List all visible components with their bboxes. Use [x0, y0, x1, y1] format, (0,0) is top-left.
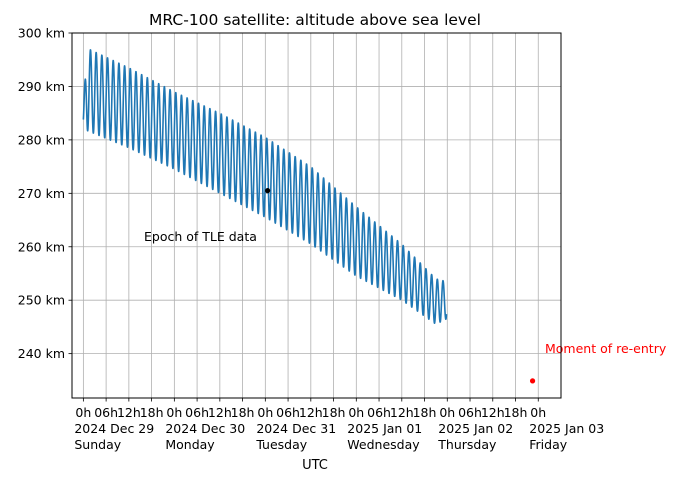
- x-tick-label: 0h: [257, 405, 273, 420]
- x-tick-label: 12h: [481, 405, 505, 420]
- x-tick-label: Friday: [529, 437, 567, 452]
- x-tick-label: Tuesday: [255, 437, 307, 452]
- epoch-point: [265, 188, 271, 194]
- x-tick-label: 2024 Dec 31: [256, 421, 336, 436]
- x-tick-label: 18h: [322, 405, 346, 420]
- x-tick-label: 12h: [117, 405, 141, 420]
- y-tick-label: 260 km: [18, 239, 65, 254]
- x-tick-label: 12h: [208, 405, 232, 420]
- x-tick-label: 06h: [185, 405, 209, 420]
- x-tick-label: 0h: [439, 405, 455, 420]
- y-tick-label: 280 km: [18, 132, 65, 147]
- annotation-reentry: Moment of re-entry: [545, 341, 667, 356]
- x-tick-label: 0h: [75, 405, 91, 420]
- y-tick-label: 300 km: [18, 26, 65, 41]
- reentry-point: [529, 378, 536, 384]
- x-tick-label: 2025 Jan 03: [529, 421, 604, 436]
- x-tick-label: 0h: [530, 405, 546, 420]
- x-tick-label: 18h: [231, 405, 255, 420]
- annotation-epoch: Epoch of TLE data: [144, 229, 257, 244]
- x-tick-label: 0h: [348, 405, 364, 420]
- x-tick-label: 0h: [166, 405, 182, 420]
- x-tick-label: Monday: [165, 437, 215, 452]
- x-tick-label: Thursday: [437, 437, 497, 452]
- y-axis: 240 km 250 km 260 km 270 km 280 km 290 km 300 …: [18, 26, 72, 361]
- chart-title: MRC-100 satellite: altitude above sea le…: [149, 11, 481, 29]
- plot-frame: [71, 32, 562, 399]
- x-tick-label: Wednesday: [347, 437, 420, 452]
- y-tick-label: 250 km: [18, 293, 65, 308]
- x-tick-label: Sunday: [74, 437, 121, 452]
- y-tick-label: 270 km: [18, 186, 65, 201]
- y-tick-label: 240 km: [18, 346, 65, 361]
- x-tick-label: 12h: [299, 405, 323, 420]
- x-tick-label: 18h: [504, 405, 528, 420]
- points-group: [265, 188, 536, 384]
- x-tick-label: 2024 Dec 29: [74, 421, 154, 436]
- x-tick-label: 06h: [94, 405, 118, 420]
- x-tick-label: 2024 Dec 30: [165, 421, 245, 436]
- x-tick-label: 06h: [367, 405, 391, 420]
- x-tick-label: 06h: [458, 405, 482, 420]
- x-tick-label: 2025 Jan 02: [438, 421, 513, 436]
- altitude-series-line: [82, 49, 448, 324]
- x-tick-label: 12h: [390, 405, 414, 420]
- x-axis-label: UTC: [302, 458, 328, 473]
- x-tick-label: 18h: [413, 405, 437, 420]
- x-tick-label: 06h: [276, 405, 300, 420]
- y-tick-label: 290 km: [18, 79, 65, 94]
- x-tick-label: 2025 Jan 01: [347, 421, 422, 436]
- series-group: [82, 49, 448, 324]
- x-tick-label: 18h: [140, 405, 164, 420]
